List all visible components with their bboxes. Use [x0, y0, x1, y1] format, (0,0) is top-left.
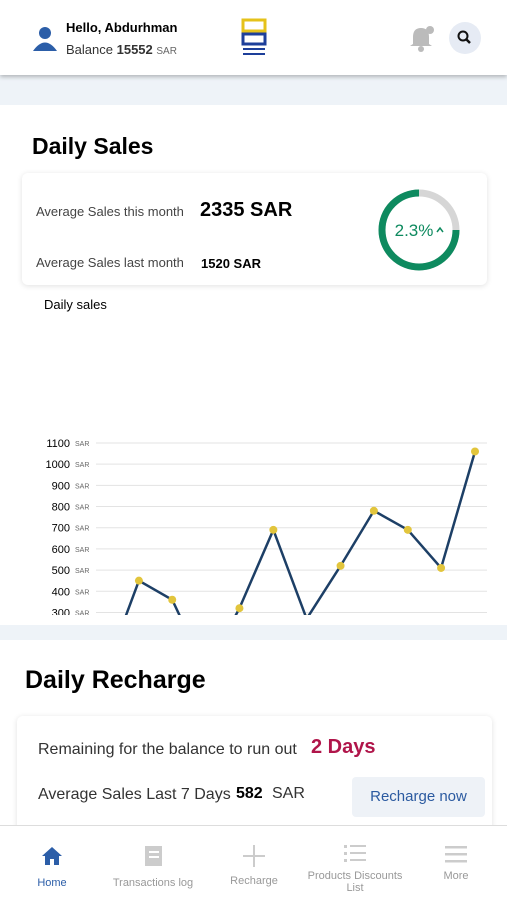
point	[337, 562, 345, 570]
avg-label: Average Sales last month	[36, 255, 184, 270]
y-tick-unit: SAR	[75, 589, 89, 596]
greeting: Hello, Abdurhman	[66, 20, 177, 35]
balance: Balance 15552 SAR	[66, 42, 177, 57]
bottom-nav: Home Transactions log Recharge Products …	[0, 825, 507, 901]
avg7-label: Average Sales Last 7 Days	[38, 786, 231, 804]
nav-label: Home	[2, 877, 102, 889]
growth-value: 2.3%	[395, 221, 434, 240]
y-tick-unit: SAR	[75, 610, 89, 615]
y-tick-unit: SAR	[75, 505, 89, 512]
y-tick-label: 1100	[46, 438, 70, 450]
list-icon	[343, 842, 367, 866]
point	[471, 447, 479, 455]
y-tick-unit: SAR	[75, 462, 89, 469]
y-tick-label: 400	[52, 586, 70, 598]
avg7-unit: SAR	[272, 785, 305, 803]
point	[168, 596, 176, 604]
nav-products[interactable]: Products Discounts List	[305, 826, 405, 901]
point	[269, 526, 277, 534]
logo	[240, 18, 268, 58]
y-tick-unit: SAR	[75, 526, 89, 533]
nav-label: More	[406, 870, 506, 882]
y-tick-label: 900	[52, 480, 70, 492]
line	[105, 451, 475, 615]
avg-value: 2335 SAR	[200, 199, 292, 222]
section-title: Daily Recharge	[25, 666, 206, 695]
y-tick-unit: SAR	[75, 483, 89, 490]
avg7-value: 582	[236, 785, 263, 803]
log-icon	[141, 844, 165, 868]
recharge-card: Remaining for the balance to run out 2 D…	[17, 716, 492, 836]
remaining-label: Remaining for the balance to run out	[38, 741, 297, 759]
avg-label: Average Sales this month	[36, 204, 184, 219]
y-tick-label: 800	[52, 502, 70, 514]
y-tick-label: 300	[52, 607, 70, 615]
recharge-button[interactable]: Recharge now	[352, 777, 485, 817]
point	[235, 604, 243, 612]
balance-value: 15552	[117, 42, 153, 57]
point	[370, 507, 378, 515]
menu-icon	[444, 842, 468, 866]
balance-unit: SAR	[156, 46, 177, 57]
search-button[interactable]	[448, 21, 482, 55]
user-icon	[32, 26, 58, 52]
sales-summary-card: Average Sales this month 2335 SAR Averag…	[22, 173, 487, 285]
nav-recharge[interactable]: Recharge	[204, 826, 304, 901]
nav-label: Products Discounts List	[305, 870, 405, 894]
nav-more[interactable]: More	[406, 826, 506, 901]
growth-ring: 2.3%	[374, 185, 464, 275]
y-tick-label: 700	[52, 523, 70, 535]
y-tick-unit: SAR	[75, 547, 89, 554]
daily-recharge-section: Daily Recharge Remaining for the balance…	[0, 640, 507, 825]
y-tick-unit: SAR	[75, 441, 89, 448]
section-title: Daily Sales	[32, 133, 153, 160]
y-tick-unit: SAR	[75, 568, 89, 575]
remaining-value: 2 Days	[311, 736, 376, 759]
nav-label: Transactions log	[103, 877, 203, 889]
plus-icon	[242, 844, 266, 868]
header: Hello, Abdurhman Balance 15552 SAR	[0, 0, 507, 75]
nav-label: Recharge	[204, 875, 304, 887]
nav-home[interactable]: Home	[2, 826, 102, 901]
chart-title: Daily sales	[44, 297, 107, 312]
line-chart: Daily sales 0SAR100SAR200SAR300SAR400SAR…	[0, 295, 507, 615]
notification-icon[interactable]	[408, 24, 436, 52]
point	[404, 526, 412, 534]
daily-sales-section: Daily Sales Average Sales this month 233…	[0, 105, 507, 625]
balance-label: Balance	[66, 42, 113, 57]
point	[135, 577, 143, 585]
y-tick-label: 1000	[46, 459, 70, 471]
y-tick-label: 600	[52, 544, 70, 556]
point	[437, 564, 445, 572]
nav-transactions[interactable]: Transactions log	[103, 826, 203, 901]
avg-value: 1520 SAR	[201, 256, 261, 271]
home-icon	[40, 844, 64, 868]
y-tick-label: 500	[52, 565, 70, 577]
